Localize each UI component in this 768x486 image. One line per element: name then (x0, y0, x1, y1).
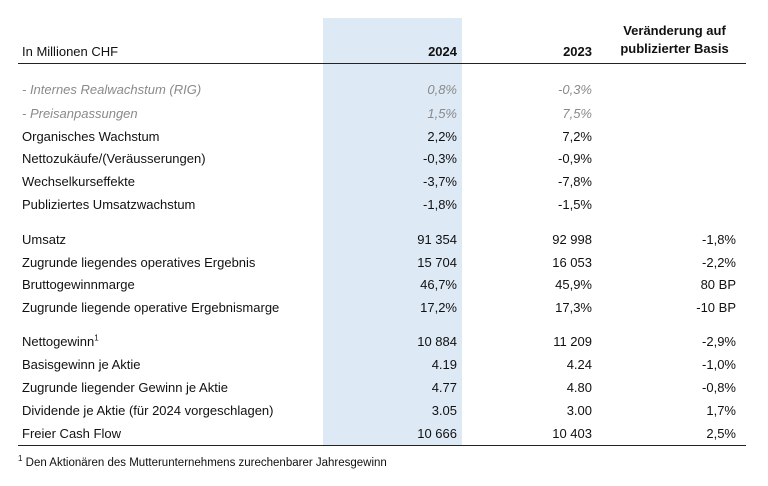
footnote-text: Den Aktionären des Mutterunternehmens zu… (22, 457, 387, 469)
value-2023: -0,3% (558, 82, 592, 97)
column-header-2024: 2024 (428, 44, 457, 59)
row-label: - Internes Realwachstum (RIG) (22, 82, 202, 97)
value-2024: 10 884 (417, 334, 457, 349)
column-header-2023: 2023 (563, 44, 592, 59)
row-label: Nettogewinn1 (22, 330, 99, 353)
table-row: Bruttogewinnmarge 46,7% 45,9% 80 BP (18, 273, 746, 296)
value-2023: 45,9% (555, 277, 592, 292)
table-row: Zugrunde liegendes operatives Ergebnis 1… (18, 251, 746, 274)
value-2024: 10 666 (417, 426, 457, 441)
value-2024: -1,8% (423, 197, 457, 212)
unit-label: In Millionen CHF (22, 44, 119, 59)
table-row: Dividende je Aktie (für 2024 vorgeschlag… (18, 399, 746, 422)
value-2024: -3,7% (423, 174, 457, 189)
column-header-change: Veränderung auf publizierter Basis (608, 22, 741, 58)
table-row: Umsatz 91 354 92 998 -1,8% (18, 228, 746, 251)
value-2023: 10 403 (552, 426, 592, 441)
column-header-change-line2: publizierter Basis (620, 41, 729, 56)
row-label: Organisches Wachstum (22, 129, 160, 144)
row-label-text: Nettogewinn (22, 334, 95, 349)
value-2024: 4.77 (431, 380, 457, 395)
value-change: -1,8% (702, 232, 736, 247)
table-row: Nettozukäufe/(Veräusserungen) -0,3% -0,9… (18, 147, 746, 170)
value-2023: 3.00 (566, 403, 592, 418)
value-2023: -1,5% (558, 197, 592, 212)
value-2023: 7,5% (562, 106, 592, 121)
row-label: Publiziertes Umsatzwachstum (22, 197, 196, 212)
value-change: -0,8% (702, 380, 736, 395)
value-2024: -0,3% (423, 151, 457, 166)
value-2024: 3.05 (431, 403, 457, 418)
value-2024: 15 704 (417, 255, 457, 270)
value-change: -10 BP (696, 300, 736, 315)
table-row: Organisches Wachstum 2,2% 7,2% (18, 125, 746, 148)
value-2024: 0,8% (427, 82, 457, 97)
value-change: -2,9% (702, 334, 736, 349)
row-label: Wechselkurseffekte (22, 174, 135, 189)
value-2023: 4.80 (566, 380, 592, 395)
table-row: - Preisanpassungen 1,5% 7,5% (18, 102, 746, 125)
value-2023: 11 209 (553, 334, 592, 349)
value-2024: 1,5% (427, 106, 457, 121)
table-row: Zugrunde liegender Gewinn je Aktie 4.77 … (18, 376, 746, 399)
table-row: - Internes Realwachstum (RIG) 0,8% -0,3% (18, 78, 746, 101)
value-2023: 4.24 (566, 357, 592, 372)
value-change: -1,0% (702, 357, 736, 372)
row-label: Bruttogewinnmarge (22, 277, 135, 292)
table-row: Basisgewinn je Aktie 4.19 4.24 -1,0% (18, 353, 746, 376)
table-row: Freier Cash Flow 10 666 10 403 2,5% (18, 422, 746, 445)
table-row: Wechselkurseffekte -3,7% -7,8% (18, 170, 746, 193)
row-label: Umsatz (22, 232, 67, 247)
table-row: Publiziertes Umsatzwachstum -1,8% -1,5% (18, 193, 746, 216)
value-change: 1,7% (706, 403, 736, 418)
row-label: Basisgewinn je Aktie (22, 357, 141, 372)
row-label: Nettozukäufe/(Veräusserungen) (22, 151, 206, 166)
value-2023: 16 053 (552, 255, 592, 270)
header-divider (18, 63, 746, 64)
value-2024: 46,7% (420, 277, 457, 292)
value-change: -2,2% (702, 255, 736, 270)
row-label: Zugrunde liegende operative Ergebnismarg… (22, 300, 280, 315)
table-bottom-divider (18, 445, 746, 446)
table-row: Zugrunde liegende operative Ergebnismarg… (18, 296, 746, 319)
highlight-column-2024 (323, 18, 462, 446)
row-label: - Preisanpassungen (22, 106, 138, 121)
row-label: Zugrunde liegender Gewinn je Aktie (22, 380, 228, 395)
value-change: 80 BP (700, 277, 736, 292)
value-change: 2,5% (706, 426, 736, 441)
footnote-marker: 1 (18, 454, 23, 464)
value-2024: 91 354 (417, 232, 457, 247)
footnote-marker: 1 (94, 333, 99, 343)
value-2023: 17,3% (555, 300, 592, 315)
value-2024: 2,2% (427, 129, 457, 144)
table-header: In Millionen CHF 2024 2023 Veränderung a… (18, 18, 746, 64)
row-label: Zugrunde liegendes operatives Ergebnis (22, 255, 256, 270)
value-2023: 92 998 (552, 232, 592, 247)
column-header-change-line1: Veränderung auf (623, 23, 726, 38)
row-label: Dividende je Aktie (für 2024 vorgeschlag… (22, 403, 274, 418)
table-row: Nettogewinn1 10 884 11 209 -2,9% (18, 330, 746, 353)
value-2023: -7,8% (558, 174, 592, 189)
footnote: 1 Den Aktionären des Mutterunternehmens … (18, 454, 387, 469)
value-2023: 7,2% (562, 129, 592, 144)
value-2024: 4.19 (431, 357, 457, 372)
row-label: Freier Cash Flow (22, 426, 121, 441)
value-2023: -0,9% (558, 151, 592, 166)
value-2024: 17,2% (420, 300, 457, 315)
